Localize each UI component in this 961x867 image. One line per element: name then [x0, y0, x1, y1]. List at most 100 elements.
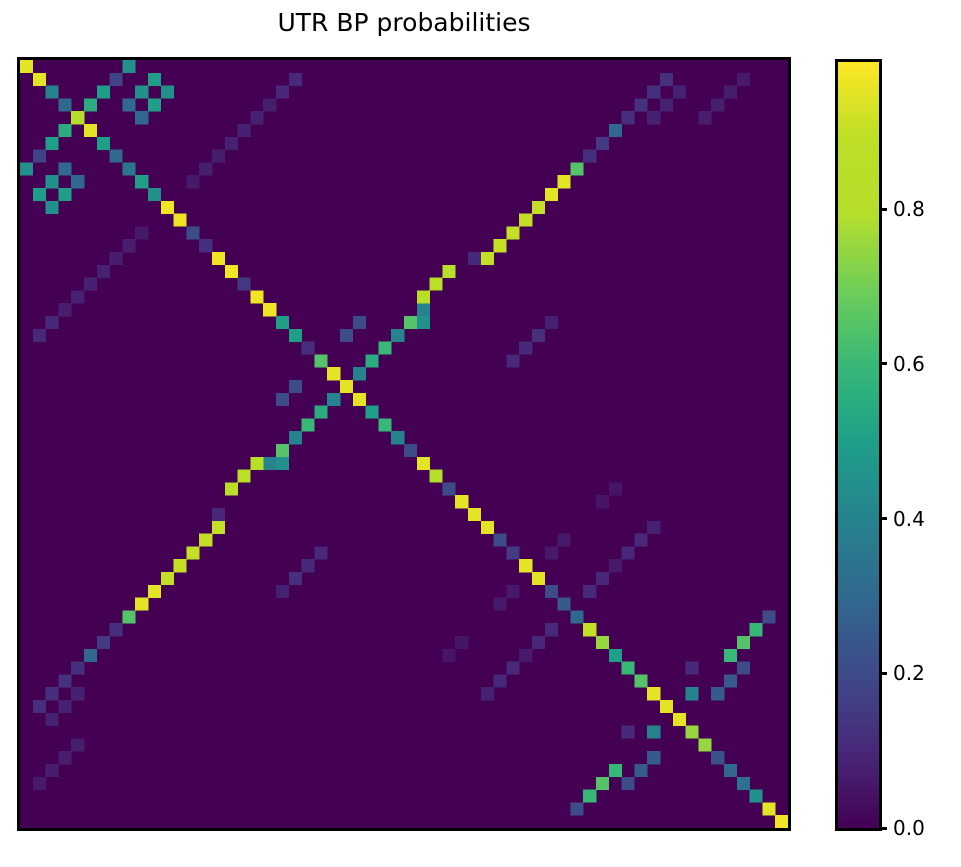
- heatmap-cell: [199, 162, 213, 176]
- colorbar: [835, 59, 882, 831]
- heatmap-cell: [570, 802, 584, 816]
- heatmap-cell: [480, 520, 494, 534]
- heatmap-cell: [314, 354, 328, 368]
- heatmap-cell: [506, 584, 520, 598]
- heatmap-cell: [148, 98, 162, 112]
- heatmap-cell: [186, 546, 200, 560]
- heatmap-cell: [570, 610, 584, 624]
- heatmap-cell: [762, 802, 776, 816]
- heatmap-cell: [724, 648, 738, 662]
- heatmap-cell: [544, 546, 558, 560]
- heatmap-cell: [493, 239, 507, 253]
- heatmap-cell: [263, 456, 277, 470]
- heatmap-cell: [608, 482, 622, 496]
- heatmap-cell: [647, 751, 661, 765]
- heatmap-cell: [122, 239, 136, 253]
- heatmap-cell: [45, 316, 59, 330]
- heatmap-cell: [288, 572, 302, 586]
- heatmap-cell: [58, 124, 72, 138]
- bp-probability-heatmap: [17, 57, 791, 831]
- colorbar-tick-label: 0.4: [893, 506, 925, 531]
- heatmap-cell: [608, 124, 622, 138]
- heatmap-cell: [519, 648, 533, 662]
- heatmap-cell: [442, 648, 456, 662]
- heatmap-cell: [122, 162, 136, 176]
- heatmap-cell: [544, 188, 558, 202]
- heatmap-cell: [237, 124, 251, 138]
- heatmap-cell: [583, 789, 597, 803]
- heatmap-cell: [276, 584, 290, 598]
- heatmap-cell: [109, 72, 123, 86]
- heatmap-cell: [173, 559, 187, 573]
- heatmap-cell: [288, 431, 302, 445]
- colorbar-tick-label: 0.8: [893, 197, 925, 221]
- heatmap-cell: [327, 367, 341, 381]
- heatmap-cell: [160, 200, 174, 214]
- colorbar-tick-label: 0.6: [893, 351, 925, 376]
- heatmap-cell: [468, 252, 482, 266]
- heatmap-cell: [45, 136, 59, 150]
- heatmap-cell: [212, 149, 226, 163]
- heatmap-cell: [506, 354, 520, 368]
- heatmap-cell: [250, 290, 264, 304]
- heatmap-cell: [212, 508, 226, 522]
- heatmap-cell: [148, 188, 162, 202]
- heatmap-cell: [58, 98, 72, 112]
- heatmap-cell: [58, 674, 72, 688]
- heatmap-cell: [762, 610, 776, 624]
- colorbar-tick-mark: [879, 826, 887, 830]
- heatmap-cell: [340, 328, 354, 342]
- heatmap-cell: [506, 661, 520, 675]
- heatmap-cell: [109, 149, 123, 163]
- heatmap-cell: [71, 175, 85, 189]
- heatmap-cell: [621, 546, 635, 560]
- heatmap-cell: [58, 188, 72, 202]
- heatmap-cell: [506, 546, 520, 560]
- heatmap-cell: [493, 597, 507, 611]
- heatmap-cell: [173, 213, 187, 227]
- heatmap-cell: [608, 648, 622, 662]
- heatmap-cell: [71, 738, 85, 752]
- heatmap-cell: [276, 316, 290, 330]
- heatmap-cell: [352, 367, 366, 381]
- heatmap-cell: [340, 380, 354, 394]
- heatmap-cell: [544, 316, 558, 330]
- heatmap-cell: [20, 60, 34, 74]
- heatmap-cell: [480, 687, 494, 701]
- heatmap-cell: [429, 469, 443, 483]
- heatmap-cell: [109, 252, 123, 266]
- heatmap-cell: [685, 725, 699, 739]
- heatmap-cell: [647, 725, 661, 739]
- colorbar-tick-mark: [879, 671, 887, 675]
- heatmap-cell: [135, 597, 149, 611]
- heatmap-cell: [634, 674, 648, 688]
- heatmap-cell: [608, 559, 622, 573]
- heatmap-cell: [45, 200, 59, 214]
- heatmap-cell: [583, 623, 597, 637]
- heatmap-cell: [32, 700, 46, 714]
- heatmap-cell: [96, 264, 110, 278]
- heatmap-cell: [352, 392, 366, 406]
- heatmap-cell: [493, 533, 507, 547]
- heatmap-cell: [148, 72, 162, 86]
- heatmap-cell: [660, 72, 674, 86]
- heatmap-cell: [199, 533, 213, 547]
- heatmap-cell: [596, 572, 610, 586]
- heatmap-cell: [429, 277, 443, 291]
- heatmap-cell: [263, 303, 277, 317]
- heatmap-cell: [109, 623, 123, 637]
- heatmap-cell: [301, 559, 315, 573]
- heatmap-cell: [32, 328, 46, 342]
- heatmap-cell: [32, 776, 46, 790]
- heatmap-cell: [224, 136, 238, 150]
- heatmap-cell: [45, 687, 59, 701]
- heatmap-cell: [45, 764, 59, 778]
- heatmap-cell: [672, 85, 686, 99]
- heatmap-cell: [596, 136, 610, 150]
- heatmap-cell: [724, 85, 738, 99]
- heatmap-cell: [263, 98, 277, 112]
- heatmap-cell: [544, 584, 558, 598]
- heatmap-cell: [711, 751, 725, 765]
- heatmap-cell: [519, 559, 533, 573]
